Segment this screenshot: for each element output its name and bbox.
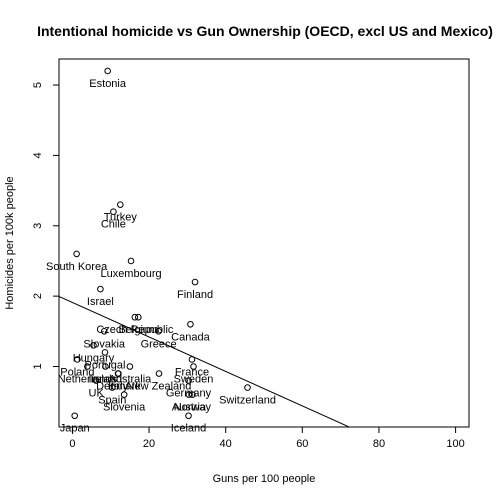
point-label: Spain (98, 395, 126, 407)
point-label: Belgium (118, 324, 158, 336)
plot-area-frame (58, 58, 470, 428)
point-label: Italy (108, 381, 129, 393)
data-point (127, 257, 135, 265)
point-label: Norway (174, 402, 212, 414)
point-label: Iceland (171, 423, 206, 435)
data-point (101, 349, 109, 356)
x-tick-label: 60 (296, 438, 308, 450)
data-point (74, 356, 81, 363)
y-tick-label: 5 (32, 82, 44, 88)
data-point (104, 67, 111, 75)
point-label: South Korea (46, 261, 108, 273)
data-point (155, 370, 163, 377)
x-axis: 0 20 40 60 80 100 (69, 427, 465, 450)
data-point (131, 313, 139, 321)
y-tick-label: 1 (32, 363, 44, 369)
data-point (108, 384, 116, 391)
x-tick-label: 80 (373, 438, 385, 450)
x-tick-label: 100 (446, 438, 464, 450)
point-label: UK (89, 388, 105, 400)
y-tick-label: 3 (32, 223, 44, 229)
data-point (185, 391, 193, 398)
data-point (92, 377, 100, 384)
point-label: Poland (60, 366, 94, 378)
chart-title: Intentional homicide vs Gun Ownership (O… (37, 23, 493, 39)
y-tick-label: 2 (32, 293, 44, 299)
point-label: Luxembourg (100, 268, 161, 280)
point-label: Slovakia (83, 338, 125, 350)
data-point (100, 328, 108, 335)
point-label: Estonia (89, 78, 127, 90)
point-label: Slovenia (103, 402, 146, 414)
point-label: Greece (141, 338, 177, 350)
point-label: Switzerland (219, 395, 276, 407)
point-label: Canada (171, 331, 210, 343)
data-point (84, 363, 91, 370)
y-axis-label: Homicides per 100k people (4, 176, 16, 309)
point-label: Netherlands (58, 373, 118, 385)
point-label: Australia (108, 373, 152, 385)
point-label: Turkey (104, 212, 138, 224)
point-label: Germany (166, 388, 212, 400)
data-point (135, 313, 142, 321)
point-label: Japan (60, 423, 90, 435)
point-label: Austria (172, 402, 207, 414)
data-point (120, 391, 128, 398)
data-point (185, 377, 192, 384)
data-point (73, 250, 80, 258)
y-axis: 1 2 3 4 5 (32, 82, 59, 370)
data-point (185, 412, 192, 420)
x-tick-label: 20 (143, 438, 155, 450)
point-label: Chile (101, 219, 126, 231)
data-point (102, 363, 109, 370)
data-point (188, 356, 196, 363)
point-label: Finland (177, 289, 213, 301)
x-tick-label: 40 (220, 438, 232, 450)
trend-line-layer (59, 295, 351, 427)
y-tick-label: 4 (32, 152, 44, 158)
data-points (71, 67, 251, 420)
data-point (190, 363, 197, 370)
point-label: Sweden (174, 373, 214, 385)
data-point (191, 278, 199, 286)
point-label: Ireland (89, 373, 123, 385)
data-point (117, 201, 124, 208)
data-point (71, 412, 79, 420)
data-point (187, 320, 194, 328)
data-point (126, 363, 134, 370)
x-axis-label: Guns per 100 people (213, 473, 316, 485)
data-point (90, 342, 97, 349)
data-point (114, 370, 122, 377)
trend-line (59, 295, 351, 427)
point-label: Portugal (84, 359, 125, 371)
x-tick-label: 0 (69, 438, 75, 450)
data-point (189, 391, 196, 398)
point-label: Czech Republic (96, 324, 174, 336)
data-point (244, 384, 251, 391)
point-label: New Zealand (127, 381, 192, 393)
point-label: France (175, 366, 209, 378)
point-label: Hungary (73, 352, 115, 364)
data-point (155, 328, 162, 335)
data-point (97, 285, 104, 293)
point-label: Israel (87, 296, 114, 308)
data-point (110, 208, 117, 215)
point-label: Denmark (96, 381, 141, 393)
